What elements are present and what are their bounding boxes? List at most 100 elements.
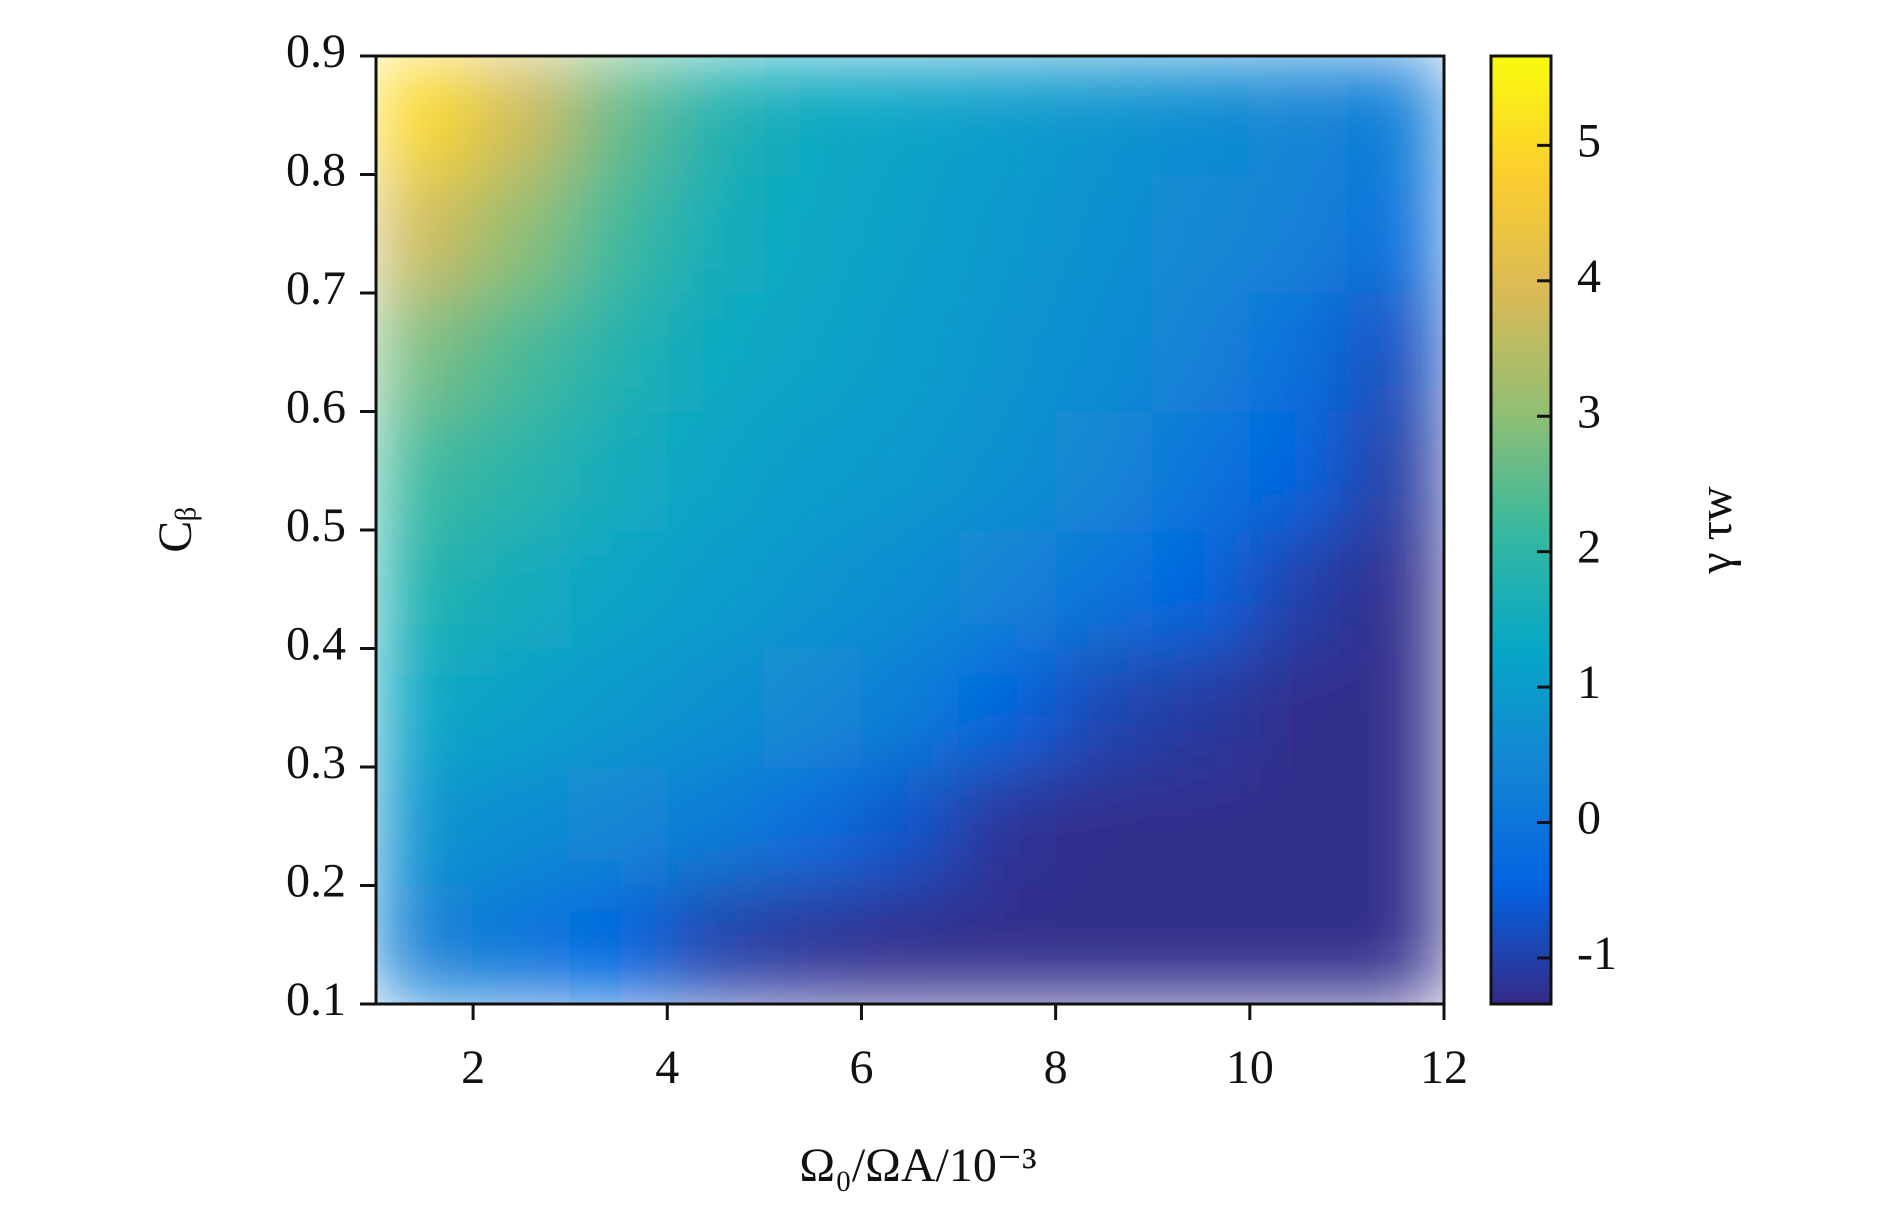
heatmap-cell	[1055, 174, 1154, 294]
heatmap-cell	[569, 766, 668, 886]
heatmap-cell	[1346, 292, 1444, 412]
heatmap-cell	[763, 648, 862, 768]
heatmap-cell	[376, 648, 474, 768]
heatmap-cell	[860, 292, 960, 412]
y-tick-label: 0.5	[286, 499, 346, 552]
heatmap-cell	[569, 56, 668, 175]
heatmap-cell	[472, 766, 571, 886]
heatmap-cell	[666, 885, 765, 1004]
y-tick-label: 0.6	[286, 381, 346, 434]
colorbar-label: γ τw	[1689, 486, 1742, 575]
heatmap-cell	[860, 885, 960, 1004]
heatmap-cell	[1346, 766, 1444, 886]
heatmap-cell	[666, 766, 765, 886]
y-tick-label: 0.7	[286, 262, 346, 315]
heatmap-cell	[1249, 885, 1348, 1004]
heatmap-cell	[860, 529, 960, 649]
heatmap-cell	[1055, 766, 1154, 886]
colorbar-tick-label: 3	[1577, 385, 1601, 438]
heatmap-cell	[1055, 885, 1154, 1004]
heatmap-cell	[1346, 174, 1444, 294]
heatmap-cell	[569, 648, 668, 768]
heatmap-cell	[1249, 292, 1348, 412]
heatmap-cell	[860, 411, 960, 531]
y-tick-label: 0.3	[286, 736, 346, 789]
x-tick-label: 6	[849, 1041, 873, 1094]
heatmap-cell	[1152, 766, 1251, 886]
colorbar-tick-label: 4	[1577, 250, 1601, 303]
colorbar-tick-label: 0	[1577, 792, 1601, 845]
heatmap	[376, 56, 1444, 1004]
heatmap-cell	[1152, 174, 1251, 294]
heatmap-cell	[569, 174, 668, 294]
x-tick-label: 4	[655, 1041, 679, 1094]
heatmap-cell	[958, 529, 1057, 649]
heatmap-cell	[666, 648, 765, 768]
heatmap-cell	[1249, 648, 1348, 768]
heatmap-cell	[472, 648, 571, 768]
x-axis-label: Ω₀/ΩA/10⁻³	[799, 1139, 1036, 1192]
colorbar	[1489, 54, 1553, 1006]
heatmap-cell	[958, 411, 1057, 531]
heatmap-cell	[860, 766, 960, 886]
colorbar-tick-label: 2	[1577, 521, 1601, 574]
heatmap-cell	[1346, 648, 1444, 768]
heatmap-cell	[1249, 411, 1348, 531]
heatmap-cell	[376, 174, 474, 294]
heatmap-cell	[666, 174, 765, 294]
heatmap-cell	[1346, 885, 1444, 1004]
x-tick-label: 10	[1226, 1041, 1274, 1094]
heatmap-cell	[763, 174, 862, 294]
heatmap-cell	[1249, 56, 1348, 175]
heatmap-cell	[1346, 411, 1444, 531]
heatmap-cell	[472, 529, 571, 649]
colorbar-tick-label: 1	[1577, 656, 1601, 709]
heatmap-cell	[763, 766, 862, 886]
heatmap-cell	[958, 885, 1057, 1004]
y-tick-label: 0.2	[286, 855, 346, 908]
heatmap-cell	[1055, 529, 1154, 649]
x-tick-label: 2	[461, 1041, 485, 1094]
heatmap-cell	[1055, 411, 1154, 531]
heatmap-cell	[1346, 529, 1444, 649]
heatmap-cell	[860, 648, 960, 768]
heatmap-cell	[763, 529, 862, 649]
heatmap-cell	[569, 885, 668, 1004]
colorbar-tick-label: -1	[1577, 927, 1617, 980]
heatmap-cell	[958, 174, 1057, 294]
heatmap-cell	[1152, 885, 1251, 1004]
heatmap-cell	[763, 292, 862, 412]
heatmap-cell	[376, 292, 474, 412]
heatmap-cell	[1249, 174, 1348, 294]
heatmap-cell	[1055, 648, 1154, 768]
heatmap-cell	[958, 292, 1057, 412]
colorbar-tick-label: 5	[1577, 114, 1601, 167]
heatmap-cell	[763, 56, 862, 175]
heatmap-cell	[666, 411, 765, 531]
heatmap-cell	[763, 885, 862, 1004]
heatmap-cell	[1055, 292, 1154, 412]
heatmap-cell	[376, 56, 474, 175]
heatmap-cell	[1055, 56, 1154, 175]
y-tick-label: 0.4	[286, 618, 346, 671]
heatmap-cell	[569, 292, 668, 412]
heatmap-cell	[1152, 292, 1251, 412]
heatmap-cell	[1249, 529, 1348, 649]
heatmap-cell	[569, 411, 668, 531]
heatmap-cell	[376, 885, 474, 1004]
heatmap-cell	[569, 529, 668, 649]
heatmap-cell	[472, 411, 571, 531]
heatmap-cell	[958, 766, 1057, 886]
heatmap-cell	[472, 174, 571, 294]
heatmap-cell	[376, 411, 474, 531]
y-tick-label: 0.9	[286, 25, 346, 78]
heatmap-cell	[1152, 648, 1251, 768]
heatmap-cell	[666, 56, 765, 175]
heatmap-cell	[376, 529, 474, 649]
heatmap-cell	[666, 529, 765, 649]
heatmap-cell	[1152, 529, 1251, 649]
heatmap-cell	[958, 648, 1057, 768]
heatmap-cell	[376, 766, 474, 886]
heatmap-cell	[1346, 56, 1444, 175]
